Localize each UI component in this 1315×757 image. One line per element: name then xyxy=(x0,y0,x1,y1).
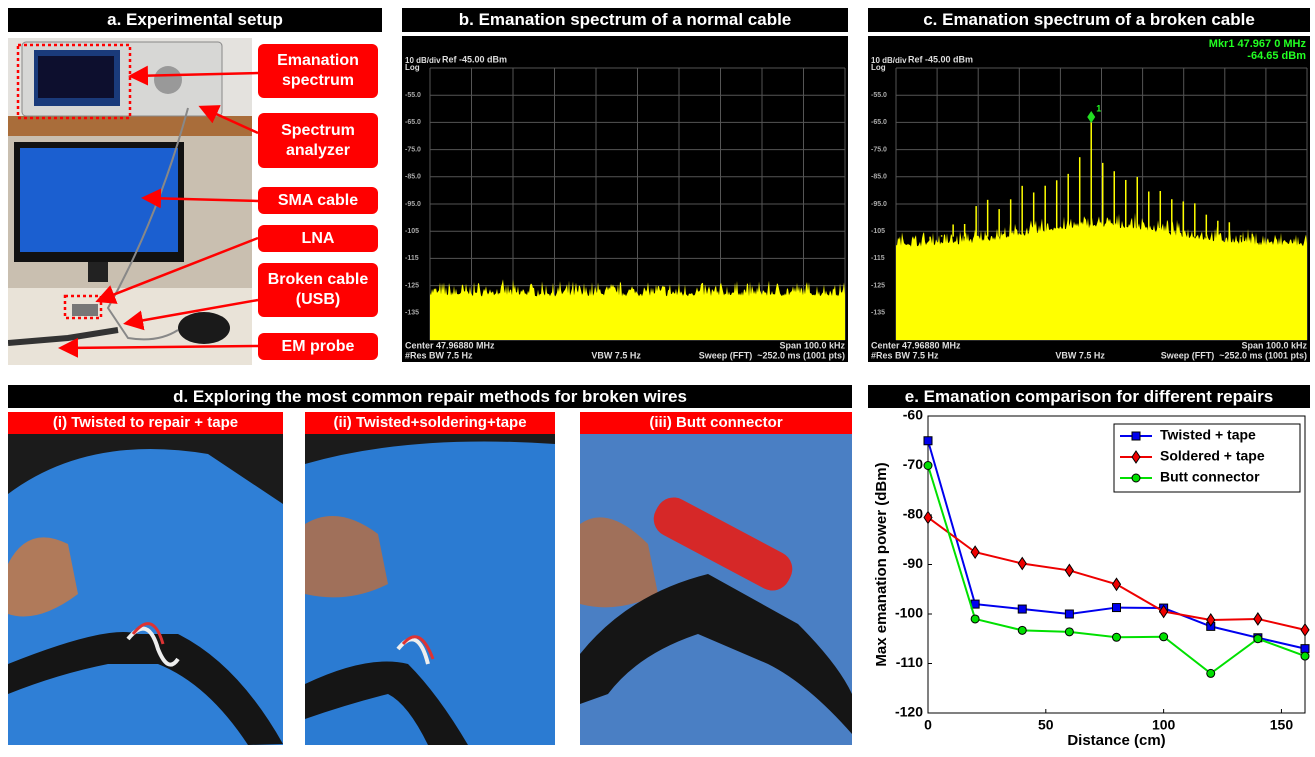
panel-title: c. Emanation spectrum of a broken cable xyxy=(868,8,1310,32)
screen-tick: -85.0 xyxy=(871,174,887,181)
sweep: Sweep (FFT) ~252.0 ms (1001 pts) xyxy=(699,350,845,360)
legend-label: Soldered + tape xyxy=(1160,448,1265,464)
ref-level: Ref -45.00 dBm xyxy=(442,54,507,64)
screen-tick: -85.0 xyxy=(405,174,421,181)
span: Span 100.0 kHz xyxy=(779,340,845,350)
x-tick-label: 50 xyxy=(1038,717,1054,733)
panel-title: d. Exploring the most common repair meth… xyxy=(8,385,852,408)
screen-tick: -125 xyxy=(871,282,885,289)
legend-marker xyxy=(1132,474,1140,482)
data-point xyxy=(1018,558,1026,570)
scale-type: Log xyxy=(405,63,420,72)
callout-label: Spectrum analyzer xyxy=(258,113,378,168)
callout-label: EM probe xyxy=(258,333,378,360)
x-axis-label: Distance (cm) xyxy=(1067,732,1165,749)
y-tick-label: -80 xyxy=(903,506,923,522)
screen-tick: -65.0 xyxy=(405,119,421,126)
vbw: VBW 7.5 Hz xyxy=(1055,350,1105,360)
sweep: Sweep (FFT) ~252.0 ms (1001 pts) xyxy=(1161,350,1307,360)
panel-title: b. Emanation spectrum of a normal cable xyxy=(402,8,848,32)
line-chart: -120 -110 -100 -90 -80 -70 -60 0 50 100 150 Distanc… xyxy=(868,410,1310,755)
photo-title: (iii) Butt connector xyxy=(580,412,852,434)
y-tick-label: -110 xyxy=(896,654,923,670)
data-point xyxy=(924,511,932,523)
data-point xyxy=(1065,564,1073,576)
figure: a. Experimental setup Emanation spectrum… xyxy=(0,0,1315,757)
data-point xyxy=(1113,578,1121,590)
y-tick-label: -60 xyxy=(903,410,923,423)
legend-label: Butt connector xyxy=(1160,469,1260,485)
x-tick-label: 100 xyxy=(1152,717,1176,733)
data-point xyxy=(971,546,979,558)
scale-type: Log xyxy=(871,63,886,72)
res-bw: #Res BW 7.5 Hz xyxy=(871,350,939,360)
center-freq: Center 47.96880 MHz xyxy=(871,340,961,350)
y-tick-label: -90 xyxy=(903,555,923,571)
marker-readout: Mkr1 47.967 0 MHz xyxy=(1209,38,1307,50)
data-point xyxy=(971,615,979,623)
data-point xyxy=(1160,633,1168,641)
screen-tick: -55.0 xyxy=(871,92,887,99)
photo-title: (i) Twisted to repair + tape xyxy=(8,412,283,434)
legend-label: Twisted + tape xyxy=(1160,427,1256,443)
callout-label: SMA cable xyxy=(258,187,378,214)
data-point xyxy=(1018,626,1026,634)
callout-label: Broken cable (USB) xyxy=(258,263,378,317)
marker-id: 1 xyxy=(1096,103,1101,113)
screen-tick: -115 xyxy=(405,255,419,262)
callout-label: Emanation spectrum xyxy=(258,44,378,98)
panel-title: a. Experimental setup xyxy=(8,8,382,32)
data-point xyxy=(1301,624,1309,636)
y-axis-label: Max emanation power (dBm) xyxy=(873,462,890,666)
repair-photos xyxy=(8,434,852,745)
y-tick-label: -100 xyxy=(895,605,923,621)
photo-title: (ii) Twisted+soldering+tape xyxy=(305,412,555,434)
marker-readout: -64.65 dBm xyxy=(1247,50,1306,62)
series-line xyxy=(928,517,1305,629)
data-point xyxy=(1018,605,1026,613)
y-tick-label: -70 xyxy=(903,456,923,472)
screen-tick: -75.0 xyxy=(871,146,887,153)
screen-tick: -125 xyxy=(405,282,419,289)
screen-tick: -135 xyxy=(405,310,419,317)
y-tick-label: -120 xyxy=(895,704,923,720)
data-point xyxy=(1254,635,1262,643)
screen-tick: -75.0 xyxy=(405,146,421,153)
ref-level: Ref -45.00 dBm xyxy=(908,54,973,64)
data-point xyxy=(924,437,932,445)
span: Span 100.0 kHz xyxy=(1241,340,1307,350)
data-point xyxy=(1301,652,1309,660)
data-point xyxy=(1254,613,1262,625)
x-tick-label: 0 xyxy=(924,717,932,733)
data-point xyxy=(1113,604,1121,612)
series-line xyxy=(928,466,1305,674)
center-freq: Center 47.96880 MHz xyxy=(405,340,495,350)
data-point xyxy=(1207,669,1215,677)
x-tick-label: 150 xyxy=(1270,717,1294,733)
res-bw: #Res BW 7.5 Hz xyxy=(405,350,473,360)
data-point xyxy=(1065,628,1073,636)
vbw: VBW 7.5 Hz xyxy=(591,350,641,360)
screen-tick: -95.0 xyxy=(405,201,421,208)
legend-marker xyxy=(1132,432,1140,440)
data-point xyxy=(924,462,932,470)
screen-tick: -95.0 xyxy=(871,201,887,208)
screen-tick: -115 xyxy=(871,255,885,262)
panel-title: e. Emanation comparison for different re… xyxy=(868,385,1310,408)
callout-label: LNA xyxy=(258,225,378,252)
screen-tick: -105 xyxy=(405,228,419,235)
screen-tick: -135 xyxy=(871,310,885,317)
data-point xyxy=(1113,633,1121,641)
screen-tick: -105 xyxy=(871,228,885,235)
data-point xyxy=(1065,610,1073,618)
data-point xyxy=(1301,645,1309,653)
screen-tick: -55.0 xyxy=(405,92,421,99)
screen-tick: -65.0 xyxy=(871,119,887,126)
